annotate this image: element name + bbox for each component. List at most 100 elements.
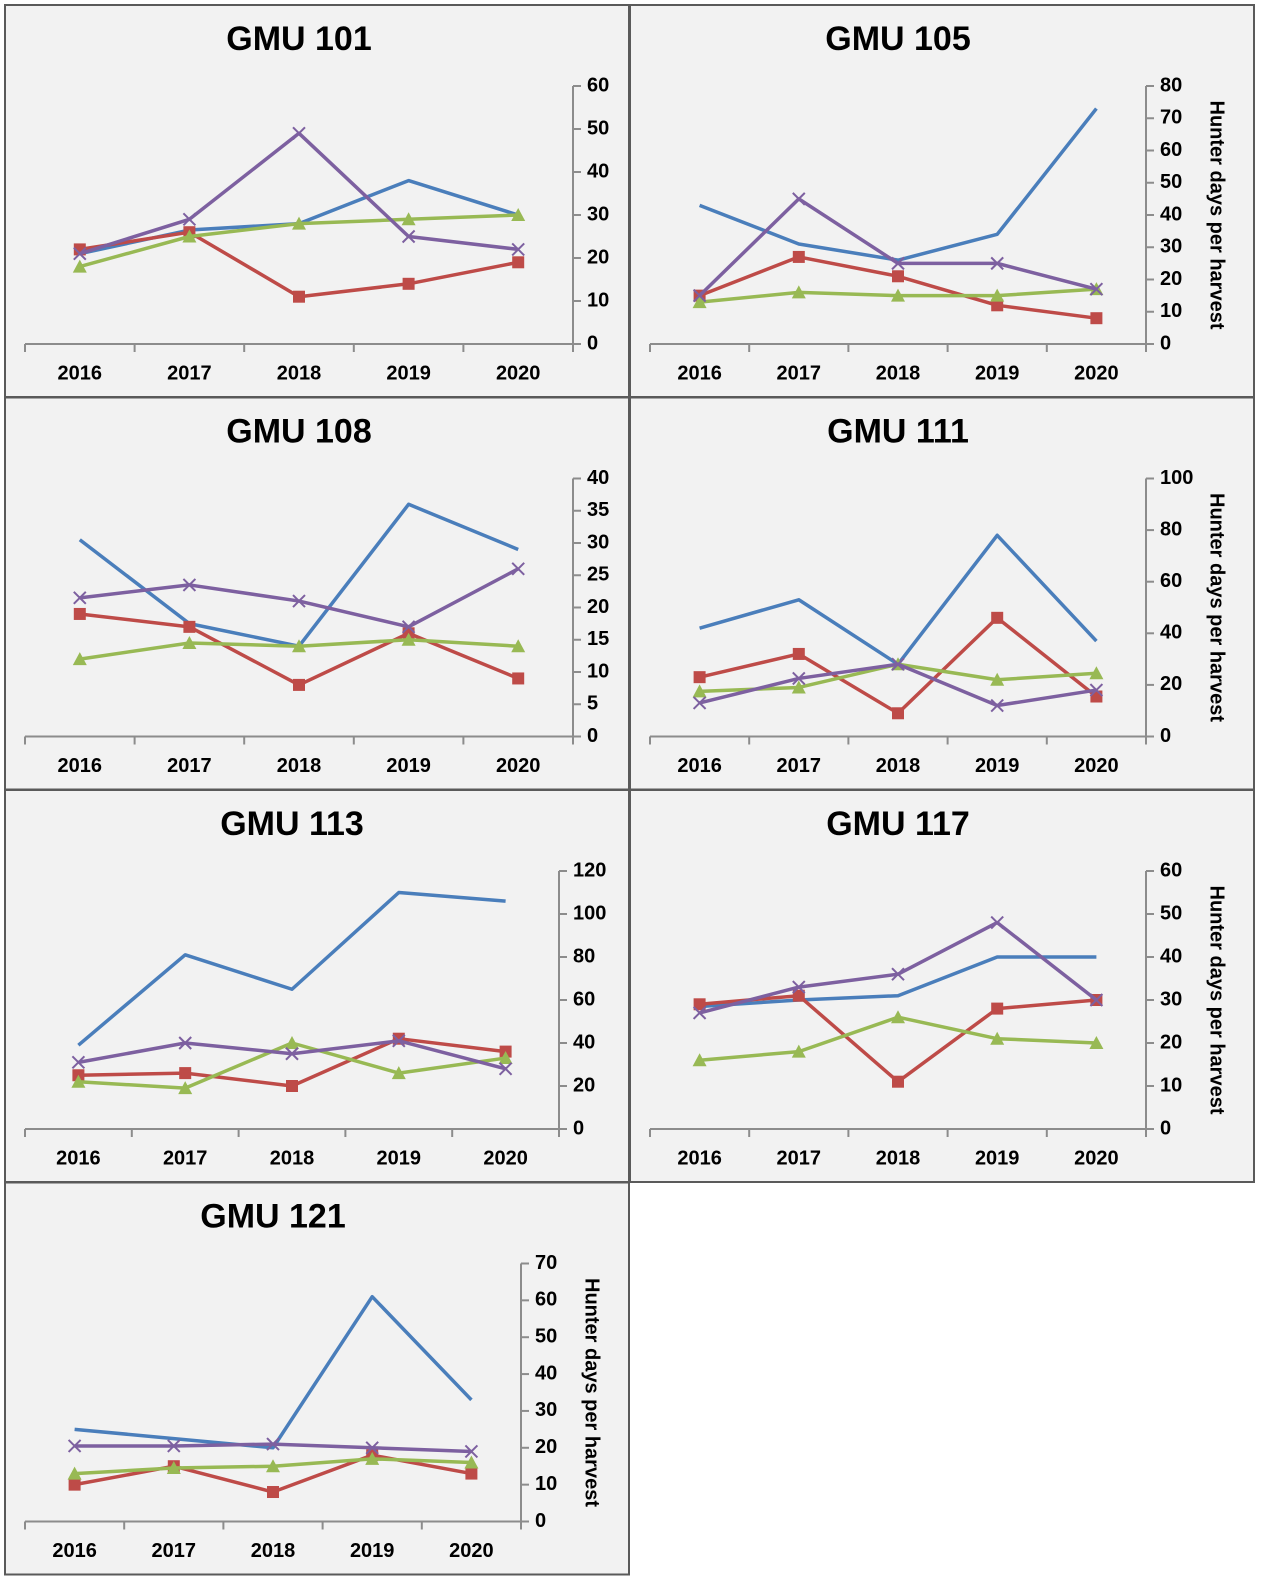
- marker: [182, 578, 197, 592]
- y-tick-label: 30: [1160, 988, 1182, 1010]
- y-tick-label: 70: [535, 1252, 557, 1274]
- x-tick-label: 2018: [277, 755, 322, 777]
- marker: [1089, 993, 1104, 1007]
- y-tick-label: 50: [587, 117, 609, 139]
- y-axis-label: Hunter days per harvest: [581, 1278, 603, 1507]
- marker: [179, 1067, 192, 1080]
- marker: [693, 998, 706, 1011]
- y-tick-label: 60: [1160, 859, 1182, 881]
- marker: [512, 672, 525, 685]
- y-tick-label: 10: [1160, 1074, 1182, 1096]
- panel: [629, 396, 1255, 791]
- marker: [991, 611, 1004, 624]
- y-tick-label: 100: [1160, 467, 1193, 489]
- marker: [292, 594, 306, 608]
- marker: [401, 620, 416, 634]
- marker: [266, 1459, 280, 1473]
- marker: [792, 647, 805, 660]
- marker: [990, 698, 1004, 713]
- marker: [1090, 312, 1103, 325]
- marker: [990, 288, 1005, 302]
- y-axis-label: Hunter days per harvest: [1206, 493, 1228, 722]
- marker: [464, 1455, 479, 1469]
- panel: [629, 4, 1255, 398]
- marker: [72, 652, 87, 666]
- chart-title: GMU 101: [226, 20, 372, 58]
- y-tick-label: 60: [587, 74, 609, 96]
- marker: [73, 246, 87, 261]
- series-line: [699, 955, 1097, 1009]
- series-line: [77, 890, 506, 1047]
- x-tick-label: 2018: [876, 362, 921, 384]
- marker: [465, 1467, 478, 1480]
- y-tick-label: 70: [1160, 107, 1182, 129]
- x-tick-label: 2016: [58, 362, 103, 384]
- marker: [71, 1055, 86, 1070]
- marker: [792, 980, 806, 994]
- y-tick-label: 35: [587, 499, 609, 521]
- x-tick-label: 2018: [277, 362, 322, 384]
- y-tick-label: 20: [1160, 268, 1182, 290]
- marker: [990, 915, 1004, 930]
- x-tick-label: 2019: [386, 755, 431, 777]
- chart-title: GMU 117: [826, 805, 970, 843]
- marker: [792, 671, 806, 686]
- x-tick-label: 2016: [52, 1540, 97, 1562]
- y-tick-label: 30: [587, 203, 609, 225]
- x-tick-label: 2019: [377, 1147, 422, 1169]
- y-tick-label: 10: [1160, 300, 1182, 322]
- x-tick-label: 2017: [167, 362, 212, 384]
- x-tick-label: 2016: [677, 755, 722, 777]
- marker: [1089, 1036, 1104, 1049]
- marker: [693, 671, 706, 684]
- marker: [511, 562, 525, 576]
- marker: [73, 607, 86, 620]
- x-tick-label: 2019: [975, 1147, 1020, 1169]
- y-tick-label: 100: [573, 902, 606, 924]
- y-axis-label: Hunter days per harvest: [1206, 886, 1228, 1115]
- marker: [401, 632, 416, 646]
- marker: [182, 229, 197, 243]
- x-tick-label: 2020: [449, 1540, 494, 1562]
- marker: [511, 639, 526, 653]
- marker: [692, 288, 707, 303]
- y-tick-label: 0: [573, 1117, 584, 1139]
- chart-title: GMU 111: [827, 412, 969, 450]
- marker: [267, 1486, 279, 1499]
- x-tick-label: 2020: [483, 1147, 528, 1169]
- chart-title: GMU 105: [825, 20, 971, 58]
- x-tick-label: 2017: [167, 755, 212, 777]
- x-tick-label: 2016: [58, 755, 103, 777]
- x-tick-label: 2017: [777, 755, 822, 777]
- y-tick-label: 60: [1160, 139, 1182, 161]
- y-axis-label: Hunter days per harvest: [1206, 101, 1228, 330]
- marker: [792, 250, 805, 263]
- y-tick-label: 20: [587, 246, 609, 268]
- y-tick-label: 60: [535, 1289, 557, 1311]
- marker: [182, 212, 197, 227]
- marker: [891, 288, 905, 302]
- marker: [67, 1466, 82, 1480]
- y-tick-label: 40: [1160, 945, 1182, 967]
- marker: [292, 216, 306, 230]
- marker: [285, 1047, 299, 1061]
- y-tick-label: 0: [587, 725, 598, 747]
- marker: [692, 1006, 707, 1020]
- marker: [991, 1002, 1004, 1015]
- marker: [892, 270, 904, 283]
- marker: [392, 1034, 406, 1048]
- marker: [791, 285, 806, 299]
- x-tick-label: 2020: [496, 362, 541, 384]
- y-tick-label: 20: [587, 596, 609, 618]
- marker: [892, 707, 904, 720]
- marker: [401, 212, 416, 226]
- marker: [792, 989, 805, 1002]
- marker: [464, 1444, 479, 1459]
- x-tick-label: 2018: [270, 1147, 315, 1169]
- y-tick-label: 40: [573, 1031, 595, 1053]
- marker: [293, 290, 305, 303]
- x-tick-label: 2017: [163, 1147, 208, 1169]
- x-tick-label: 2017: [777, 1147, 822, 1169]
- marker: [791, 1044, 806, 1058]
